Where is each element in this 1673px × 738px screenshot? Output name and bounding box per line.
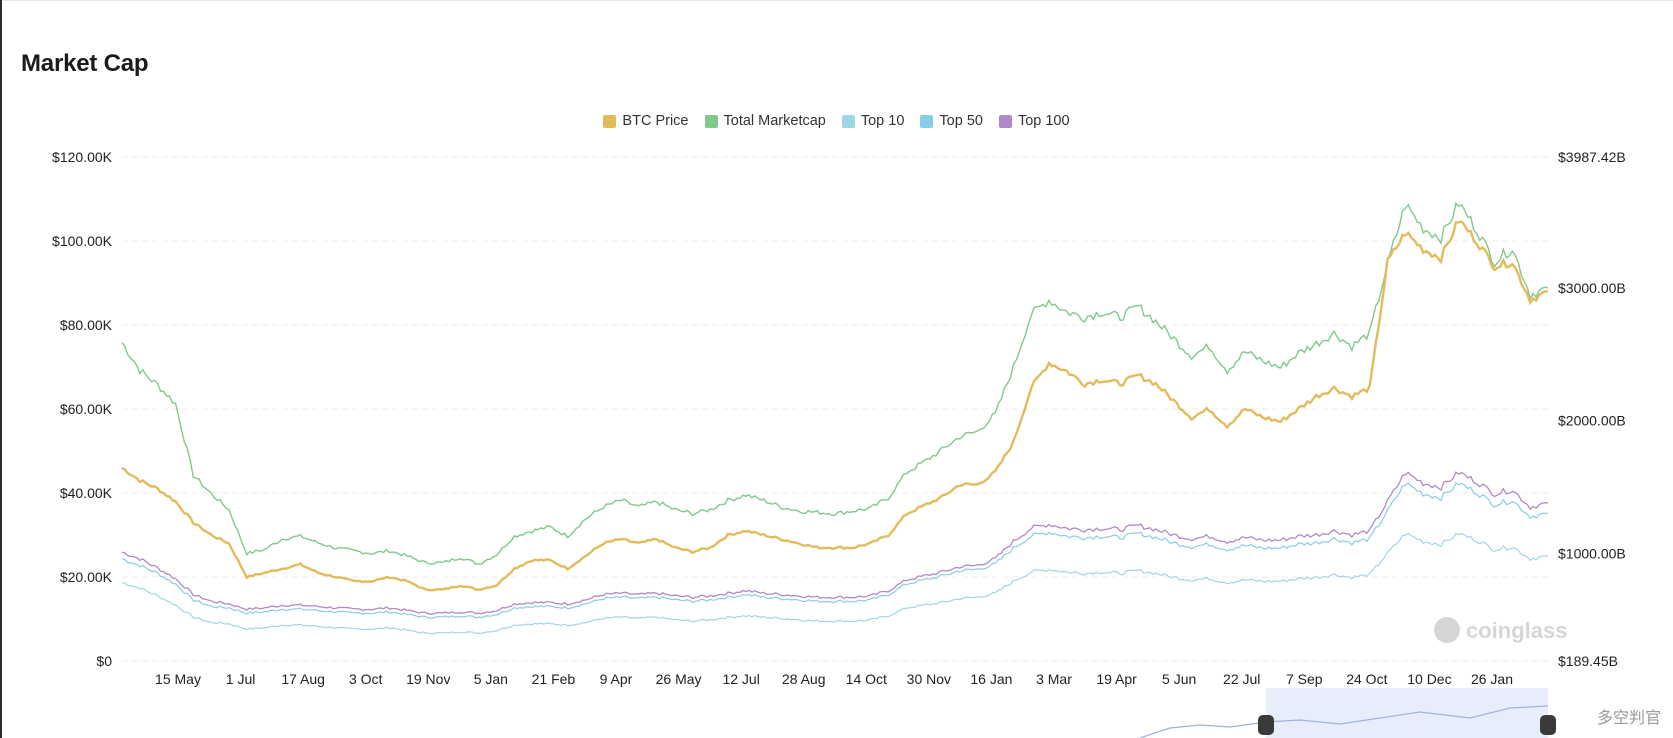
x-tick-label: 14 Oct [846, 671, 887, 687]
y-right-tick-label: $1000.00B [1558, 545, 1626, 561]
range-handle-right[interactable] [1540, 715, 1556, 735]
chart-legend: BTC Price Total Marketcap Top 10 Top 50 … [0, 113, 1673, 129]
x-tick-label: 26 May [656, 671, 702, 687]
panel-border [0, 0, 2, 738]
legend-swatch-top100 [998, 114, 1012, 128]
x-tick-label: 15 May [155, 671, 201, 687]
y-left-tick-label: $100.00K [52, 233, 113, 249]
series-line-btc [121, 220, 1548, 592]
y-right-tick-label: $189.45B [1558, 653, 1618, 669]
y-right-tick-label: $3987.42B [1558, 149, 1626, 165]
x-tick-label: 30 Nov [907, 671, 951, 687]
x-tick-label: 5 Jan [474, 671, 508, 687]
coinglass-logo-mark [1434, 617, 1460, 643]
legend-item-top50[interactable]: Top 50 [920, 113, 983, 129]
y-left-tick-label: $20.00K [60, 569, 113, 585]
series-line-top100 [121, 471, 1549, 615]
x-tick-label: 5 Jun [1162, 671, 1196, 687]
range-selector-sparkline [1139, 705, 1549, 738]
x-tick-label: 16 Jan [970, 671, 1012, 687]
legend-swatch-total [704, 114, 718, 128]
x-tick-label: 10 Dec [1407, 671, 1451, 687]
x-tick-label: 3 Oct [349, 671, 383, 687]
y-right-tick-label: $3000.00B [1558, 280, 1626, 296]
legend-label-top10: Top 10 [860, 113, 905, 129]
legend-item-btc[interactable]: BTC Price [603, 113, 689, 129]
series-line-total [121, 202, 1549, 565]
x-tick-label: 28 Aug [782, 671, 826, 687]
y-left-tick-label: $60.00K [60, 401, 113, 417]
y-left-tick-label: $0 [96, 653, 112, 669]
legend-label-btc: BTC Price [622, 113, 689, 129]
x-tick-label: 24 Oct [1346, 671, 1387, 687]
x-tick-label: 22 Jul [1223, 671, 1260, 687]
footer-watermark: 多空判官 [1596, 710, 1661, 727]
x-tick-label: 19 Apr [1096, 671, 1137, 687]
panel-top-rule [2, 0, 1673, 1]
legend-label-top100: Top 100 [1017, 113, 1070, 129]
x-tick-label: 26 Jan [1471, 671, 1513, 687]
series-line-top10 [121, 532, 1549, 635]
x-tick-label: 19 Nov [406, 671, 450, 687]
legend-label-top50: Top 50 [939, 113, 983, 129]
legend-swatch-top50 [920, 114, 934, 128]
y-left-tick-label: $80.00K [60, 317, 113, 333]
x-tick-label: 9 Apr [600, 671, 633, 687]
legend-item-top100[interactable]: Top 100 [998, 113, 1070, 129]
legend-swatch-top10 [841, 114, 855, 128]
x-tick-label: 3 Mar [1036, 671, 1072, 687]
x-tick-label: 12 Jul [722, 671, 759, 687]
x-tick-label: 7 Sep [1286, 671, 1323, 687]
x-tick-label: 17 Aug [281, 671, 325, 687]
x-tick-label: 1 Jul [226, 671, 256, 687]
range-handle-left[interactable] [1258, 715, 1274, 735]
y-left-tick-label: $40.00K [60, 485, 113, 501]
series-line-top50 [121, 481, 1549, 619]
range-selector-window [1266, 688, 1548, 738]
legend-item-top10[interactable]: Top 10 [841, 113, 905, 129]
y-left-tick-label: $120.00K [52, 149, 113, 165]
legend-swatch-btc [603, 114, 617, 128]
page-title: Market Cap [21, 50, 149, 77]
coinglass-logo: coinglass [1434, 617, 1567, 643]
coinglass-logo-text: coinglass [1466, 618, 1567, 643]
y-right-tick-label: $2000.00B [1558, 413, 1626, 429]
legend-label-total: Total Marketcap [723, 113, 826, 129]
x-tick-label: 21 Feb [532, 671, 576, 687]
legend-item-total[interactable]: Total Marketcap [704, 113, 826, 129]
